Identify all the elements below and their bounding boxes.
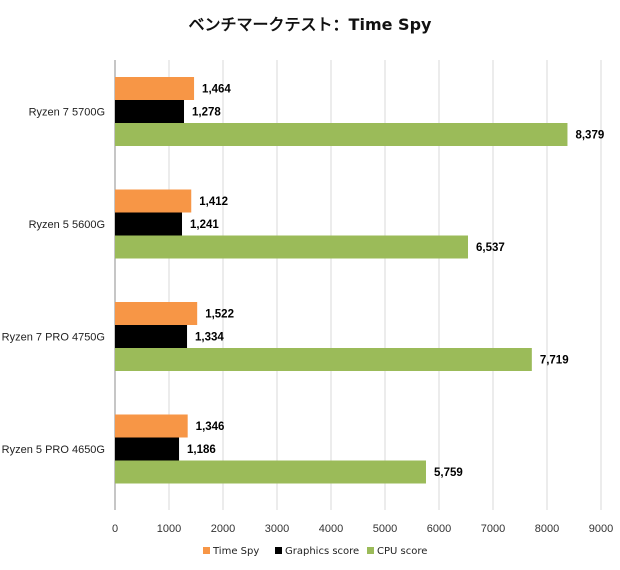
legend-swatch bbox=[203, 547, 210, 554]
x-tick-label: 2000 bbox=[211, 523, 235, 535]
bar-graphics-score bbox=[115, 325, 188, 348]
data-labels: 1,464 1,278 8,379 1,412 1,241 6,537 1,522 1,334… bbox=[187, 84, 604, 480]
category-label: Ryzen 5 PRO 4650G bbox=[2, 444, 105, 456]
x-tick-label: 8000 bbox=[535, 523, 559, 535]
value-axis: 0 1000 2000 3000 4000 5000 6000 7000 8000 9000 bbox=[112, 523, 613, 535]
category-label: Ryzen 5 5600G bbox=[29, 219, 105, 231]
x-tick-label: 5000 bbox=[373, 523, 397, 535]
data-label: 1,412 bbox=[199, 196, 228, 208]
data-label: 6,537 bbox=[476, 242, 505, 254]
bar-cpu-score bbox=[115, 460, 426, 484]
data-label: 1,346 bbox=[196, 421, 225, 433]
x-tick-label: 3000 bbox=[265, 523, 289, 535]
x-tick-label: 0 bbox=[112, 523, 118, 535]
x-tick-label: 9000 bbox=[589, 523, 613, 535]
category-label: Ryzen 7 PRO 4750G bbox=[2, 332, 105, 344]
data-label: 7,719 bbox=[540, 355, 569, 367]
bar-graphics-score bbox=[115, 100, 185, 123]
bar-time-spy bbox=[115, 414, 188, 438]
legend-swatch bbox=[275, 547, 282, 554]
chart-title: ベンチマークテスト：Time Spy bbox=[189, 15, 432, 34]
data-label: 1,278 bbox=[192, 107, 221, 119]
bars bbox=[115, 77, 568, 484]
legend-label: CPU score bbox=[377, 546, 427, 557]
x-tick-label: 1000 bbox=[157, 523, 181, 535]
legend-label: Time Spy bbox=[212, 546, 259, 557]
data-label: 1,464 bbox=[202, 84, 231, 96]
bar-graphics-score bbox=[115, 212, 183, 236]
x-tick-label: 6000 bbox=[427, 523, 451, 535]
category-axis: Ryzen 7 5700G Ryzen 5 5600G Ryzen 7 PRO 47… bbox=[2, 107, 105, 457]
legend: Time Spy Graphics score CPU score bbox=[203, 546, 427, 557]
legend-swatch bbox=[367, 547, 374, 554]
bar-cpu-score bbox=[115, 123, 568, 146]
data-label: 1,334 bbox=[195, 332, 224, 344]
bar-time-spy bbox=[115, 189, 192, 213]
legend-label: Graphics score bbox=[285, 546, 359, 557]
data-label: 1,241 bbox=[190, 219, 219, 231]
bar-time-spy bbox=[115, 302, 198, 325]
data-label: 8,379 bbox=[575, 130, 604, 142]
bar-time-spy bbox=[115, 77, 195, 100]
x-tick-label: 4000 bbox=[319, 523, 343, 535]
bar-graphics-score bbox=[115, 437, 180, 461]
data-label: 5,759 bbox=[434, 467, 463, 479]
data-label: 1,186 bbox=[187, 444, 216, 456]
data-label: 1,522 bbox=[205, 309, 234, 321]
x-tick-label: 7000 bbox=[481, 523, 505, 535]
bar-cpu-score bbox=[115, 235, 468, 259]
bar-cpu-score bbox=[115, 348, 532, 371]
category-label: Ryzen 7 5700G bbox=[29, 107, 105, 119]
